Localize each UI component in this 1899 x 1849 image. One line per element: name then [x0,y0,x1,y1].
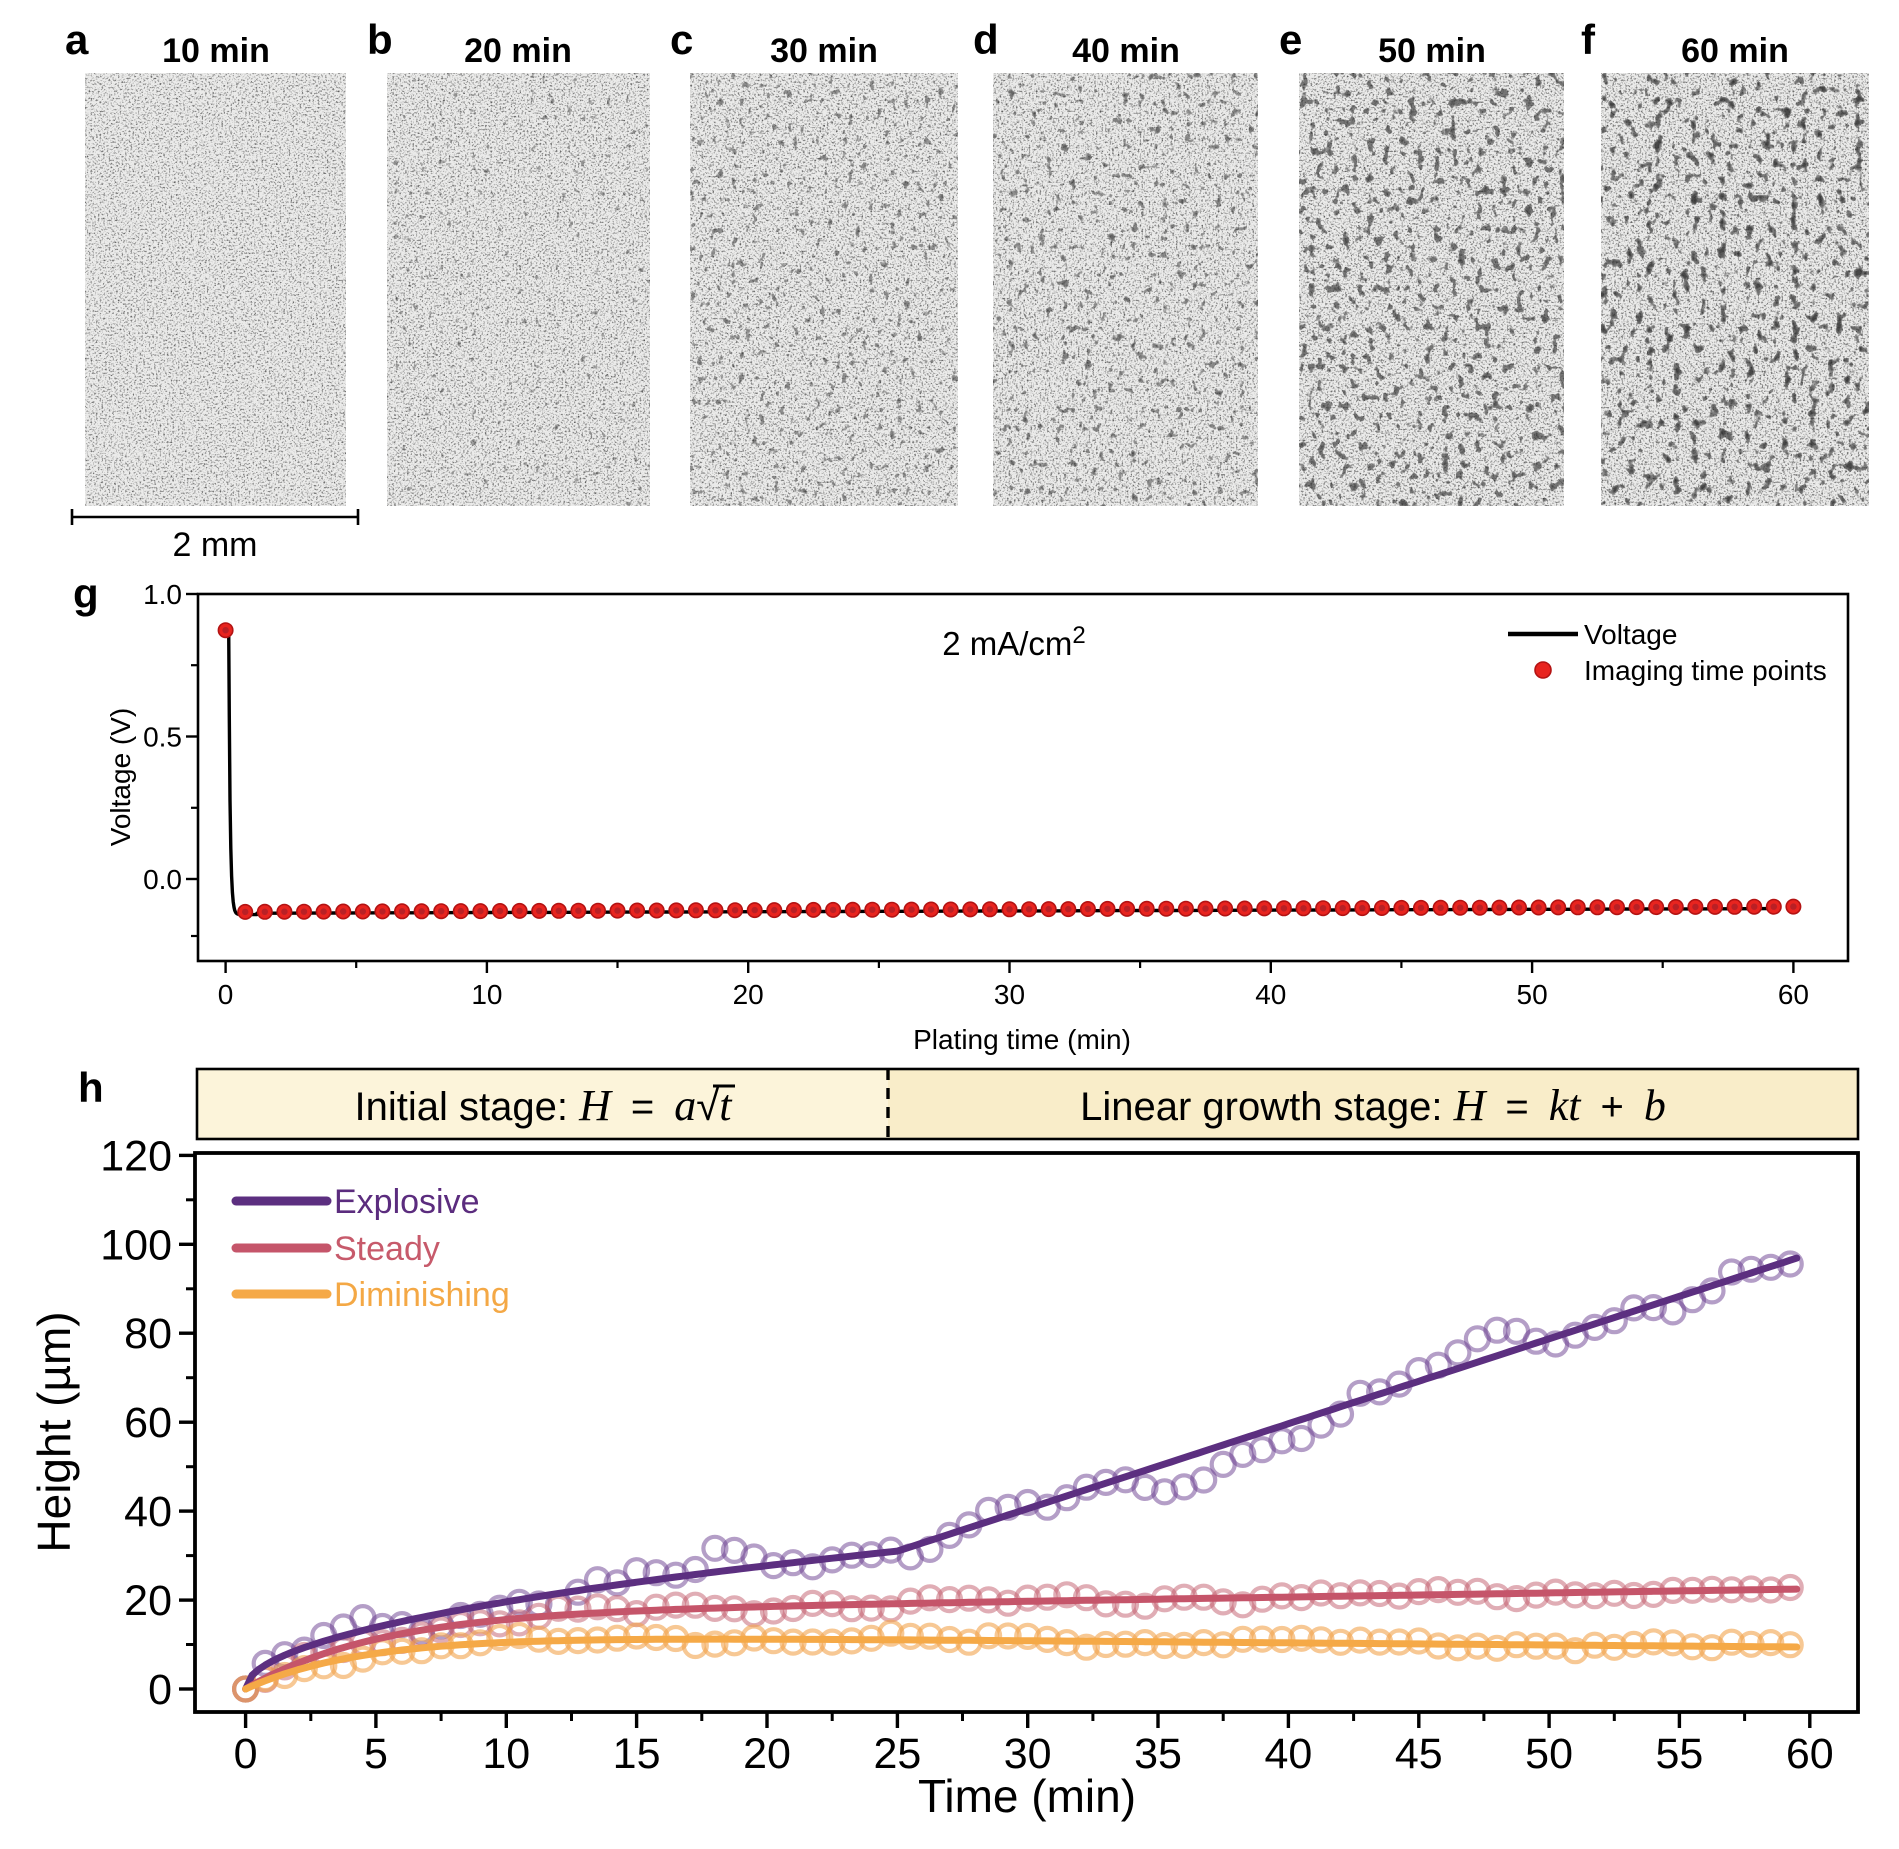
svg-text:20: 20 [743,1730,791,1778]
svg-text:Plating time (min): Plating time (min) [913,1024,1131,1055]
svg-text:0: 0 [148,1666,172,1714]
svg-text:g: g [73,570,99,617]
svg-text:Time (min): Time (min) [918,1770,1136,1822]
svg-text:0.0: 0.0 [143,864,182,895]
svg-text:120: 120 [100,1132,172,1180]
svg-text:Steady: Steady [334,1230,440,1268]
svg-text:c: c [670,16,693,63]
svg-text:80: 80 [124,1310,172,1358]
svg-text:10 min: 10 min [162,32,270,70]
svg-text:60: 60 [1778,979,1809,1010]
svg-text:10: 10 [482,1730,530,1778]
svg-text:55: 55 [1655,1730,1703,1778]
svg-text:a: a [65,16,89,63]
svg-text:50: 50 [1517,979,1548,1010]
svg-text:50 min: 50 min [1378,32,1486,70]
svg-text:Diminishing: Diminishing [334,1276,510,1314]
svg-text:40: 40 [124,1488,172,1536]
svg-text:Voltage (V): Voltage (V) [105,708,136,847]
svg-text:Imaging time points: Imaging time points [1584,655,1827,686]
svg-text:60: 60 [124,1399,172,1447]
svg-text:20 min: 20 min [464,32,572,70]
svg-text:20: 20 [124,1577,172,1625]
svg-text:35: 35 [1134,1730,1182,1778]
svg-text:1.0: 1.0 [143,579,182,610]
svg-text:e: e [1279,16,1302,63]
svg-text:60: 60 [1786,1730,1834,1778]
svg-text:2 mA/cm2: 2 mA/cm2 [942,622,1086,662]
svg-text:60 min: 60 min [1681,32,1789,70]
svg-text:Linear growth stage: H = kt: Linear growth stage: H = kt + b [1080,1081,1666,1130]
svg-text:Voltage: Voltage [1584,619,1677,650]
svg-text:30 min: 30 min [770,32,878,70]
svg-text:25: 25 [873,1730,921,1778]
svg-text:40: 40 [1255,979,1286,1010]
svg-text:10: 10 [471,979,502,1010]
svg-text:20: 20 [733,979,764,1010]
svg-text:15: 15 [613,1730,661,1778]
svg-text:Height (µm): Height (µm) [28,1311,80,1552]
svg-text:45: 45 [1395,1730,1443,1778]
svg-text:0: 0 [218,979,234,1010]
svg-text:0.5: 0.5 [143,722,182,753]
svg-text:5: 5 [364,1730,388,1778]
svg-text:50: 50 [1525,1730,1573,1778]
svg-text:2 mm: 2 mm [173,526,258,564]
svg-text:30: 30 [1004,1730,1052,1778]
svg-text:0: 0 [234,1730,258,1778]
svg-text:Explosive: Explosive [334,1183,480,1221]
svg-text:b: b [367,16,393,63]
svg-text:h: h [78,1064,104,1111]
svg-text:d: d [973,16,999,63]
svg-text:40 min: 40 min [1072,32,1180,70]
svg-text:f: f [1581,16,1596,63]
svg-text:Initial stage: H = a√t: Initial stage: H = a√t [354,1081,733,1130]
svg-text:30: 30 [994,979,1025,1010]
svg-text:100: 100 [100,1221,172,1269]
svg-text:40: 40 [1264,1730,1312,1778]
